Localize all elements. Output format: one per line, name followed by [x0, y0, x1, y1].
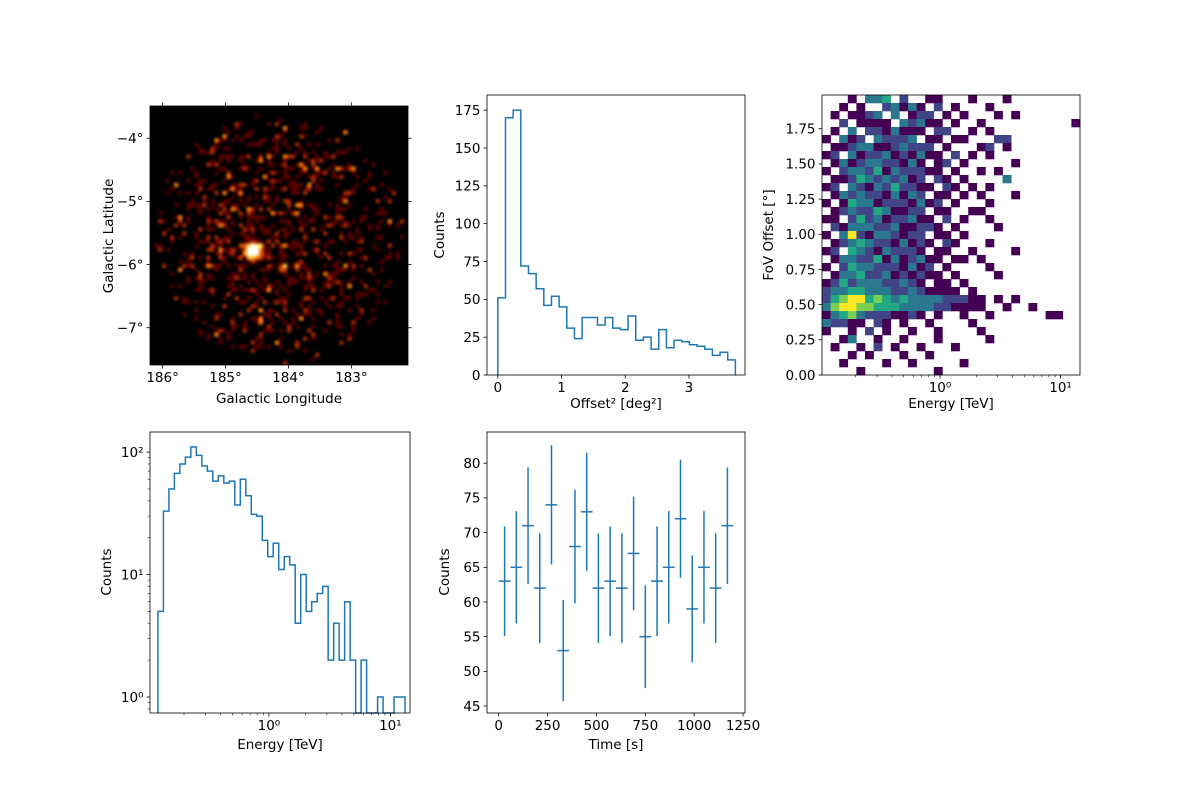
svg-text:183°: 183° [335, 370, 368, 386]
svg-text:175: 175 [455, 103, 481, 119]
svg-text:500: 500 [584, 718, 610, 734]
svg-text:25: 25 [463, 330, 480, 346]
svg-text:0.50: 0.50 [785, 297, 815, 313]
svg-text:0: 0 [472, 368, 481, 384]
svg-text:150: 150 [455, 141, 481, 157]
svg-text:10⁰: 10⁰ [258, 718, 281, 734]
counts-lightcurve: 0 250 500 750 1000 1250 45 50 55 60 65 70 75 80 [463, 431, 760, 734]
offset-squared-histogram: 0 1 2 3 0 25 50 75 100 125 150 175 [455, 94, 746, 396]
svg-text:1.25: 1.25 [785, 192, 815, 208]
skymap-image [150, 106, 408, 365]
svg-text:1000: 1000 [677, 718, 711, 734]
svg-text:−6°: −6° [117, 257, 144, 273]
svg-text:0.25: 0.25 [785, 333, 815, 349]
svg-text:1.50: 1.50 [785, 157, 815, 173]
svg-text:10²: 10² [121, 445, 144, 461]
svg-text:0.75: 0.75 [785, 262, 815, 278]
energy-fov-offset-hist2d: 10⁰ 10¹ 0.00 0.25 0.50 0.75 1.00 1.25 1.50 1.75 [785, 94, 1081, 396]
svg-text:184°: 184° [272, 370, 305, 386]
hist2d-xlabel: Energy [TeV] [908, 396, 994, 412]
svg-text:75: 75 [463, 254, 480, 270]
skymap-ylabel: Galactic Latitude [101, 178, 117, 294]
svg-text:10¹: 10¹ [121, 567, 144, 583]
svg-text:0: 0 [494, 718, 503, 734]
svg-text:10¹: 10¹ [1049, 380, 1072, 396]
svg-text:−4°: −4° [117, 131, 144, 147]
svg-text:186°: 186° [146, 370, 179, 386]
offset-hist-ylabel: Counts [432, 211, 448, 259]
svg-text:60: 60 [463, 595, 480, 611]
svg-text:125: 125 [455, 179, 481, 195]
energy-histogram: 10⁰ 10¹ 10⁰ 10¹ 10² [121, 431, 411, 734]
svg-text:100: 100 [455, 216, 481, 232]
svg-text:10⁰: 10⁰ [929, 380, 952, 396]
offset-hist-xlabel: Offset² [deg²] [570, 396, 662, 412]
svg-text:−5°: −5° [117, 194, 144, 210]
svg-text:45: 45 [463, 699, 480, 715]
svg-text:750: 750 [632, 718, 658, 734]
svg-text:65: 65 [463, 560, 480, 576]
svg-text:−7°: −7° [117, 321, 144, 337]
svg-text:2: 2 [621, 380, 630, 396]
svg-text:80: 80 [463, 456, 480, 472]
svg-text:75: 75 [463, 491, 480, 507]
counts-skymap-axes: 186° 185° 184° 183° −4° −5° −6° −7° [117, 102, 412, 386]
hist2d-ylabel: FoV Offset [°] [761, 189, 777, 281]
svg-text:10⁰: 10⁰ [121, 690, 144, 706]
svg-text:250: 250 [535, 718, 561, 734]
svg-text:0: 0 [494, 380, 503, 396]
svg-text:0.00: 0.00 [785, 368, 815, 384]
skymap-xlabel: Galactic Longitude [215, 391, 343, 407]
svg-text:70: 70 [463, 525, 480, 541]
svg-text:1250: 1250 [726, 718, 760, 734]
svg-text:50: 50 [463, 664, 480, 680]
svg-text:10¹: 10¹ [379, 718, 402, 734]
energy-hist-xlabel: Energy [TeV] [237, 737, 323, 753]
svg-text:55: 55 [463, 629, 480, 645]
svg-text:1.00: 1.00 [785, 227, 815, 243]
svg-text:3: 3 [685, 380, 694, 396]
energy-hist-ylabel: Counts [99, 548, 115, 596]
lightcurve-xlabel: Time [s] [588, 737, 644, 753]
svg-text:1: 1 [557, 380, 566, 396]
svg-text:50: 50 [463, 292, 480, 308]
lightcurve-ylabel: Counts [437, 548, 453, 596]
svg-text:185°: 185° [209, 370, 242, 386]
svg-text:1.75: 1.75 [785, 122, 815, 138]
